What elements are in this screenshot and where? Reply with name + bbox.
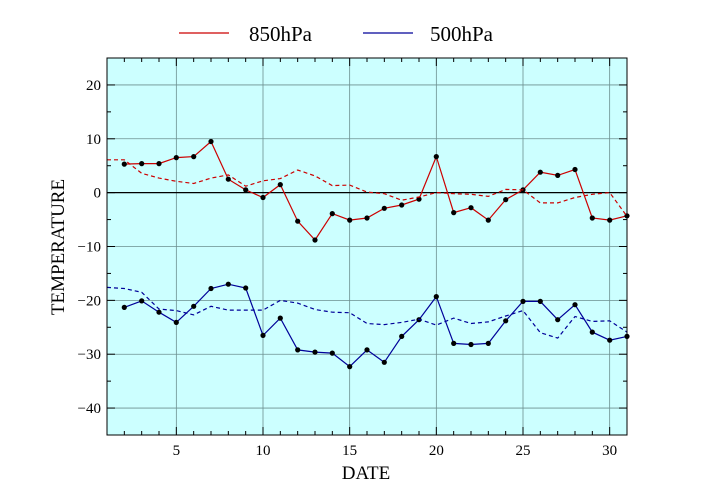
x-axis-title: DATE — [342, 463, 391, 484]
data-point-850hpa — [329, 211, 335, 217]
y-tick-label: 0 — [94, 186, 102, 202]
data-point-850hpa — [468, 205, 474, 211]
data-point-850hpa — [381, 205, 387, 211]
data-point-850hpa — [399, 202, 405, 208]
data-point-850hpa — [347, 217, 353, 223]
y-tick-label: −10 — [78, 240, 101, 256]
series-line-850hpa — [124, 140, 628, 241]
data-point-850hpa — [555, 172, 561, 178]
data-point-500hpa — [260, 332, 266, 338]
data-point-850hpa — [156, 161, 162, 167]
data-point-500hpa — [433, 294, 439, 300]
data-point-850hpa — [208, 138, 214, 145]
y-tick-label: −20 — [78, 293, 101, 309]
data-point-500hpa — [520, 298, 526, 304]
data-point-850hpa — [225, 176, 231, 182]
data-point-850hpa — [243, 187, 249, 193]
x-tick-label: 25 — [516, 443, 531, 459]
data-point-500hpa — [243, 285, 249, 291]
data-point-850hpa — [589, 215, 595, 221]
data-point-500hpa — [468, 341, 474, 348]
data-point-500hpa — [572, 302, 578, 308]
data-point-850hpa — [260, 194, 266, 201]
data-point-850hpa — [451, 210, 457, 216]
data-point-500hpa — [364, 347, 370, 353]
data-point-850hpa — [173, 155, 179, 161]
y-axis-title: TEMPERATURE — [48, 179, 69, 315]
data-point-500hpa — [208, 285, 214, 292]
series-line-500hpa-dashed — [106, 286, 628, 339]
data-point-500hpa — [537, 298, 543, 304]
data-point-500hpa — [156, 309, 162, 315]
data-point-500hpa — [139, 298, 145, 304]
data-point-850hpa — [295, 218, 301, 224]
legend: 850hPa 500hPa — [179, 22, 494, 46]
data-point-850hpa — [572, 166, 578, 173]
gridlines — [107, 58, 627, 435]
data-point-500hpa — [399, 333, 405, 339]
data-point-850hpa — [312, 237, 318, 243]
data-point-500hpa — [381, 359, 387, 365]
data-point-500hpa — [589, 329, 595, 335]
x-tick-label: 15 — [342, 443, 357, 459]
data-point-850hpa — [503, 197, 509, 203]
data-point-500hpa — [485, 340, 491, 346]
data-point-850hpa — [139, 161, 145, 167]
data-point-500hpa — [503, 318, 509, 324]
data-point-850hpa — [485, 217, 491, 223]
data-point-500hpa — [347, 364, 353, 370]
series-line-500hpa — [124, 283, 628, 368]
data-point-850hpa — [364, 215, 370, 221]
legend-label-500hpa: 500hPa — [430, 22, 494, 46]
y-tick-label: −30 — [78, 347, 101, 363]
data-point-500hpa — [173, 319, 179, 325]
data-point-500hpa — [312, 349, 318, 355]
data-point-850hpa — [433, 154, 439, 160]
y-tick-label: 10 — [86, 132, 101, 148]
data-point-500hpa — [121, 304, 127, 310]
data-point-500hpa — [607, 337, 613, 343]
series-layer — [106, 138, 630, 370]
y-tick-labels: 20 10 0 −10 −20 −30 −40 — [78, 78, 101, 417]
data-point-850hpa — [607, 217, 613, 223]
data-point-850hpa — [277, 182, 283, 188]
data-point-850hpa — [537, 169, 543, 175]
tick-marks — [106, 57, 628, 436]
y-tick-label: 20 — [86, 78, 101, 94]
x-tick-label: 10 — [256, 443, 271, 459]
x-tick-label: 30 — [602, 443, 617, 459]
data-point-500hpa — [329, 350, 335, 356]
data-point-500hpa — [555, 317, 561, 323]
x-tick-labels: 5 10 15 20 25 30 — [173, 443, 618, 459]
data-point-500hpa — [277, 315, 283, 321]
x-tick-label: 20 — [429, 443, 444, 459]
data-point-500hpa — [225, 281, 231, 287]
data-point-850hpa — [121, 161, 127, 167]
data-point-500hpa — [191, 303, 197, 309]
legend-label-850hpa: 850hPa — [249, 22, 313, 46]
series-line-850hpa-dashed — [107, 159, 628, 217]
data-point-850hpa — [191, 154, 197, 160]
x-tick-label: 5 — [173, 443, 181, 459]
data-point-500hpa — [451, 340, 457, 346]
data-point-500hpa — [295, 347, 301, 353]
y-tick-label: −40 — [78, 401, 101, 417]
